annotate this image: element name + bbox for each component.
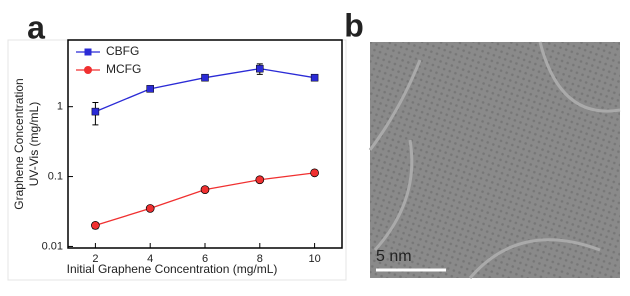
marker xyxy=(256,64,264,73)
y-tick-label: 1 xyxy=(57,101,63,113)
x-tick-label: 4 xyxy=(147,253,153,265)
marker xyxy=(201,73,209,82)
marker xyxy=(146,85,154,93)
legend-label: MCFG xyxy=(106,62,141,76)
series-line xyxy=(95,172,315,227)
marker xyxy=(145,204,155,213)
marker xyxy=(310,73,319,82)
y-tick-label: 0.1 xyxy=(48,170,63,182)
y-axis-label: Graphene Concentration xyxy=(12,78,26,209)
tem-texture xyxy=(368,41,621,279)
x-axis-label: Initial Graphene Concentration (mg/mL) xyxy=(67,262,278,276)
legend-label: CBFG xyxy=(106,44,139,58)
marker xyxy=(310,168,319,178)
panel-label: a xyxy=(27,9,45,45)
legend-marker xyxy=(84,66,92,74)
marker xyxy=(255,175,265,185)
scale-bar-label: 5 nm xyxy=(376,248,412,265)
tem-image xyxy=(370,42,620,278)
x-tick-label: 2 xyxy=(92,253,98,265)
marker xyxy=(200,185,210,194)
legend-marker xyxy=(84,48,92,56)
y-axis-label: UV-Vis (mg/mL) xyxy=(27,102,41,186)
panel-label: b xyxy=(344,7,364,43)
x-tick-label: 8 xyxy=(257,253,263,265)
x-tick-label: 6 xyxy=(202,253,208,265)
y-tick-label: 0.01 xyxy=(42,240,63,252)
marker xyxy=(91,107,100,116)
marker xyxy=(91,221,100,230)
x-tick-label: 10 xyxy=(308,253,320,265)
